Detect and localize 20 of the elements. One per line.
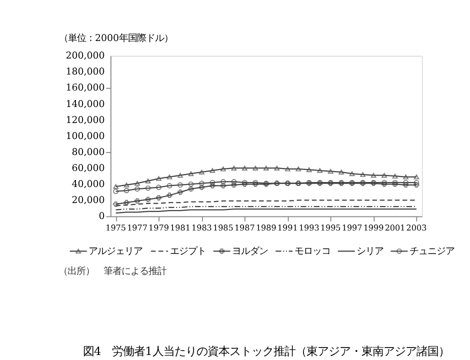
y-tick-label: 40,000 — [72, 178, 105, 190]
legend-label: ヨルダン — [232, 246, 268, 257]
y-tick-label: 180,000 — [66, 66, 105, 78]
legend-label: チュニジア — [410, 246, 455, 257]
legend-label: アルジェリア — [88, 246, 143, 257]
y-tick-label: 60,000 — [72, 162, 105, 174]
legend-label: シリア — [356, 246, 384, 257]
text: （出所） 筆者による推計 — [58, 266, 167, 277]
y-tick-label: 80,000 — [72, 146, 105, 158]
y-tick-label: 100,000 — [66, 130, 105, 142]
y-tick-label: 120,000 — [66, 114, 105, 126]
y-axis-title: （単位：2000年国際ドル） — [58, 33, 173, 44]
legend-label: モロッコ — [294, 246, 330, 257]
y-tick-label: 20,000 — [72, 195, 105, 206]
y-tick-label: 0 — [98, 211, 105, 222]
y-tick-label: 200,000 — [66, 50, 105, 62]
legend-label: エジプト — [170, 246, 206, 257]
y-tick-label: 160,000 — [66, 82, 105, 94]
text: 図4 労働者1人当たりの資本ストック推計（東アジア・東南アジア諸国） — [82, 344, 450, 358]
y-tick-label: 140,000 — [66, 98, 105, 110]
